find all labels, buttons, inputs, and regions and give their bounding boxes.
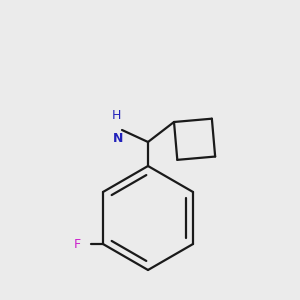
Text: H: H — [111, 109, 121, 122]
Text: N: N — [113, 132, 123, 145]
Text: F: F — [74, 238, 81, 250]
